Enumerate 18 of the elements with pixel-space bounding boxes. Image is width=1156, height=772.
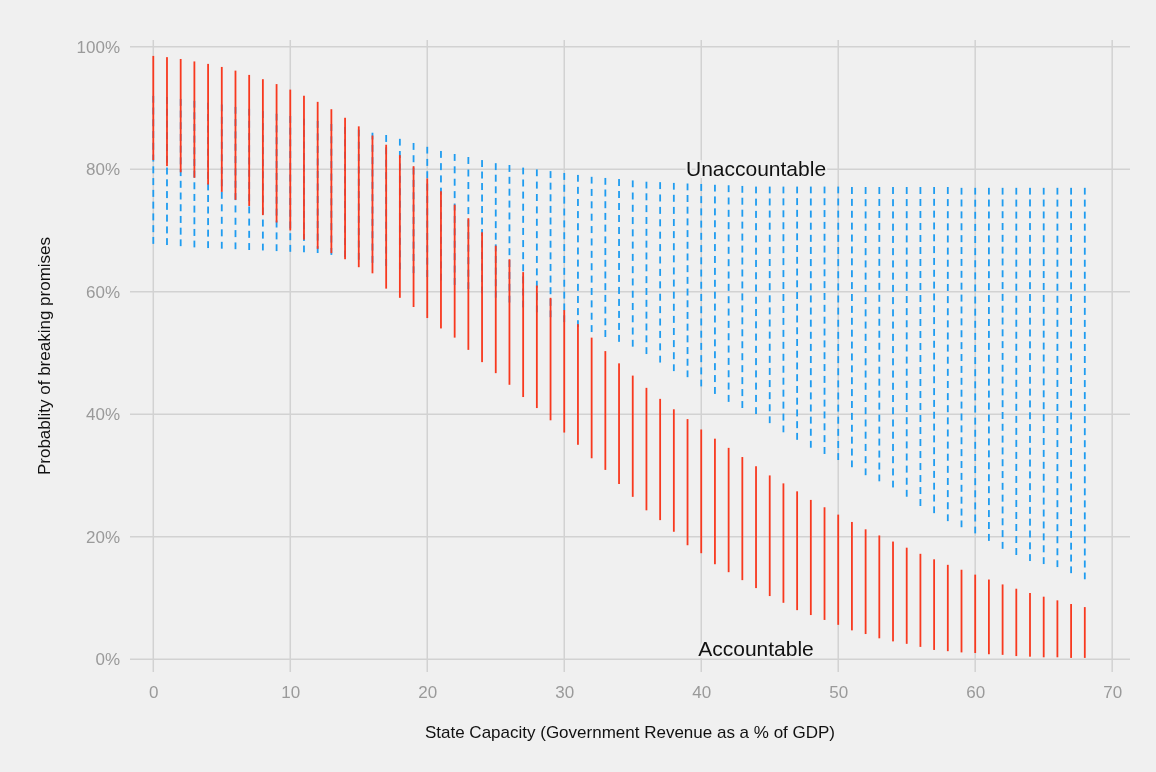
- y-tick-label: 60%: [85, 282, 120, 302]
- y-tick-label: 100%: [76, 37, 120, 57]
- x-tick-label: 50: [829, 683, 849, 703]
- x-tick-label: 10: [281, 683, 301, 703]
- y-tick-label: 0%: [95, 650, 120, 670]
- x-tick-label: 60: [966, 683, 986, 703]
- y-tick-label: 20%: [85, 527, 120, 547]
- y-tick-label: 80%: [85, 160, 120, 180]
- x-tick-label: 0: [149, 683, 159, 703]
- x-axis-title: State Capacity (Government Revenue as a % of GDP): [424, 723, 836, 742]
- series-label: Unaccountable: [685, 157, 827, 181]
- y-axis-title: Probablity of breaking promises: [35, 236, 54, 476]
- x-tick-label: 20: [418, 683, 438, 703]
- x-tick-label: 40: [692, 683, 712, 703]
- x-tick-label: 30: [555, 683, 575, 703]
- x-tick-label: 70: [1103, 683, 1123, 703]
- y-tick-label: 40%: [85, 405, 120, 425]
- series-label: Accountable: [698, 637, 814, 660]
